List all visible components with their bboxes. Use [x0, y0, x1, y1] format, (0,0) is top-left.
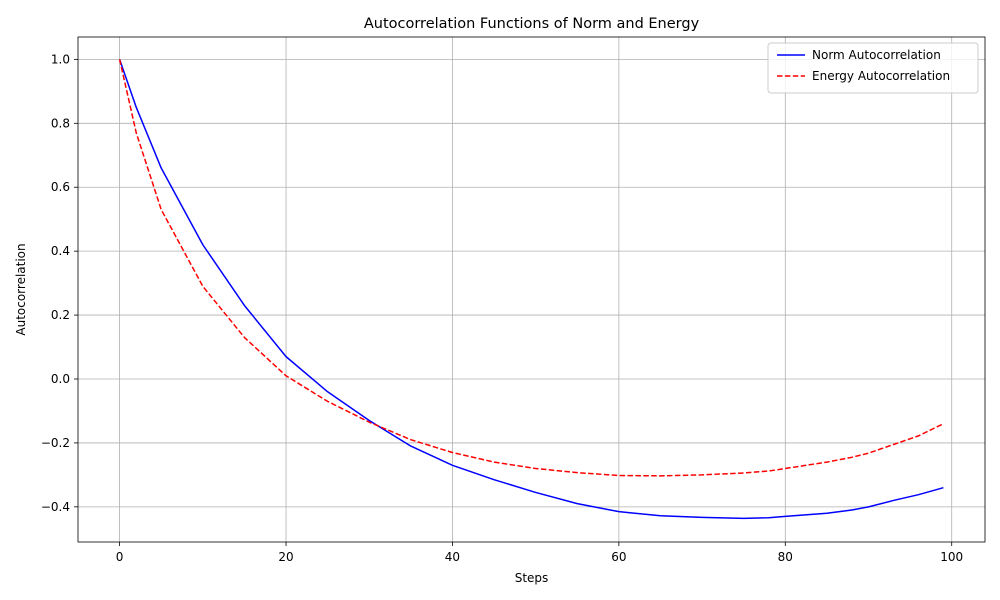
x-tick-label: 0 — [116, 550, 124, 564]
y-tick-label: 1.0 — [51, 52, 70, 66]
y-tick-label: 0.2 — [51, 308, 70, 322]
y-axis-title: Autocorrelation — [14, 243, 28, 335]
norm-autocorrelation-line — [118, 59, 944, 520]
x-tick-label: 20 — [278, 550, 293, 564]
y-tick-label: 0.6 — [51, 180, 70, 194]
legend-label: Norm Autocorrelation — [812, 48, 941, 62]
x-axis-title: Steps — [515, 571, 549, 585]
y-tick-label: 0.4 — [51, 244, 70, 258]
y-tick-label: −0.2 — [41, 436, 70, 450]
series-layer — [118, 59, 944, 520]
x-tick-label: 40 — [445, 550, 460, 564]
grid-layer — [78, 37, 985, 542]
y-tick-label: 0.8 — [51, 116, 70, 130]
y-tick-label: 0.0 — [51, 372, 70, 386]
legend-label: Energy Autocorrelation — [812, 69, 950, 83]
legend-box — [767, 42, 979, 94]
x-tick-label: 60 — [611, 550, 626, 564]
x-tick-label: 80 — [778, 550, 793, 564]
y-tick-label: −0.4 — [41, 500, 70, 514]
ticks-layer: 0 20 40 60 80 100 −0.4 −0.2 0.0 0.2 0.4 0.6 0.8 1.0 — [41, 52, 963, 564]
plot-frame — [77, 36, 986, 543]
x-tick-label: 100 — [940, 550, 963, 564]
energy-autocorrelation-line — [118, 59, 944, 477]
chart-title: Autocorrelation Functions of Norm and En… — [364, 16, 700, 32]
legend: Norm Autocorrelation Energy Autocorrelati… — [767, 42, 979, 94]
